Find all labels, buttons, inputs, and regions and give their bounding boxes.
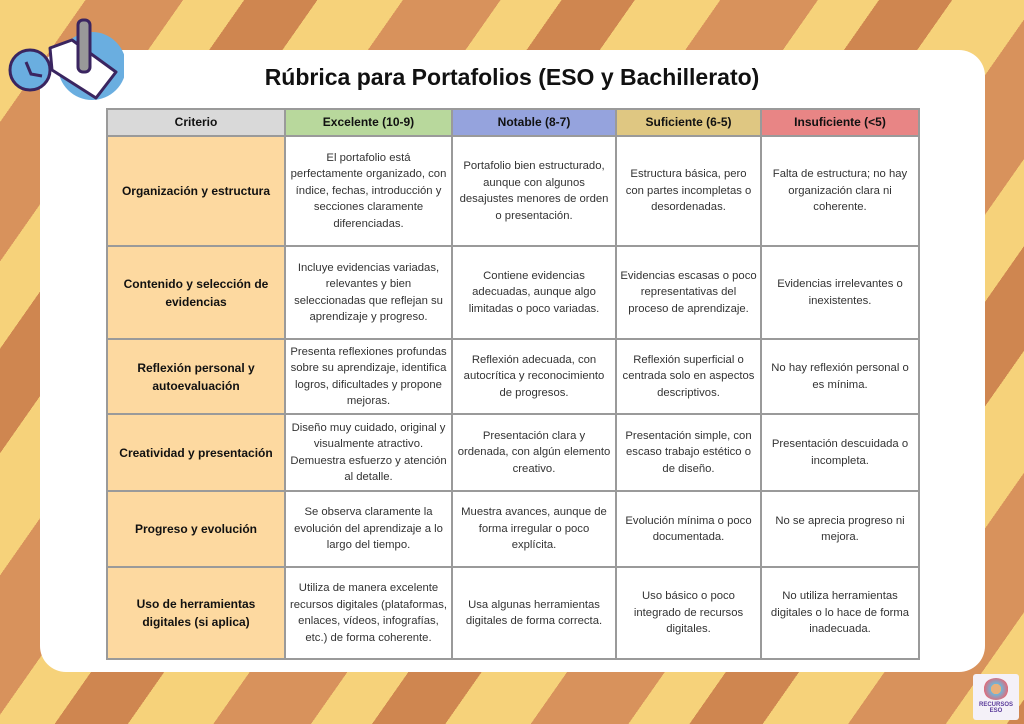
descriptor-cell: Portafolio bien estructurado, aunque con…	[451, 135, 617, 247]
criterion-cell: Reflexión personal y autoevaluación	[106, 338, 286, 415]
page-title: Rúbrica para Portafolios (ESO y Bachille…	[264, 64, 760, 90]
descriptor-cell: Evidencias escasas o poco representativa…	[615, 245, 762, 340]
descriptor-cell: Reflexión adecuada, con autocrítica y re…	[451, 338, 617, 415]
header-excelente: Excelente (10-9)	[284, 108, 453, 137]
descriptor-cell: Usa algunas herramientas digitales de fo…	[451, 566, 617, 660]
table-row: Progreso y evolución Se observa clarament…	[106, 490, 920, 568]
criterion-cell: Contenido y selección de evidencias	[106, 245, 286, 340]
descriptor-cell: Evidencias irrelevantes o inexistentes.	[760, 245, 920, 340]
descriptor-cell: Se observa claramente la evolución del a…	[284, 490, 453, 568]
descriptor-cell: Utiliza de manera excelente recursos dig…	[284, 566, 453, 660]
descriptor-cell: Falta de estructura; no hay organización…	[760, 135, 920, 247]
descriptor-cell: Muestra avances, aunque de forma irregul…	[451, 490, 617, 568]
header-insuficiente: Insuficiente (<5)	[760, 108, 920, 137]
criterion-cell: Creatividad y presentación	[106, 413, 286, 492]
table-row: Contenido y selección de evidencias Inclu…	[106, 245, 920, 340]
descriptor-cell: Presenta reflexiones profundas sobre su …	[284, 338, 453, 415]
clock-document-pen-icon	[8, 18, 124, 100]
descriptor-cell: Estructura básica, pero con partes incom…	[615, 135, 762, 247]
table-row: Organización y estructura El portafolio e…	[106, 135, 920, 247]
descriptor-cell: Contiene evidencias adecuadas, aunque al…	[451, 245, 617, 340]
descriptor-cell: Presentación descuidada o incompleta.	[760, 413, 920, 492]
header-suficiente: Suficiente (6-5)	[615, 108, 762, 137]
descriptor-cell: No utiliza herramientas digitales o lo h…	[760, 566, 920, 660]
header-notable: Notable (8-7)	[451, 108, 617, 137]
descriptor-cell: Evolución mínima o poco documentada.	[615, 490, 762, 568]
header-row: Criterio Excelente (10-9) Notable (8-7) …	[106, 108, 920, 137]
descriptor-cell: El portafolio está perfectamente organiz…	[284, 135, 453, 247]
descriptor-cell: No se aprecia progreso ni mejora.	[760, 490, 920, 568]
descriptor-cell: Diseño muy cuidado, original y visualmen…	[284, 413, 453, 492]
header-criterio: Criterio	[106, 108, 286, 137]
table-row: Creatividad y presentación Diseño muy cui…	[106, 413, 920, 492]
recursos-eso-logo: RECURSOS ESO	[973, 674, 1019, 720]
criterion-cell: Uso de herramientas digitales (si aplica…	[106, 566, 286, 660]
descriptor-cell: Incluye evidencias variadas, relevantes …	[284, 245, 453, 340]
criterion-cell: Organización y estructura	[106, 135, 286, 247]
descriptor-cell: Uso básico o poco integrado de recursos …	[615, 566, 762, 660]
criterion-cell: Progreso y evolución	[106, 490, 286, 568]
rubric-table: Criterio Excelente (10-9) Notable (8-7) …	[106, 108, 920, 660]
table-row: Reflexión personal y autoevaluación Prese…	[106, 338, 920, 415]
descriptor-cell: Reflexión superficial o centrada solo en…	[615, 338, 762, 415]
table-row: Uso de herramientas digitales (si aplica…	[106, 566, 920, 660]
descriptor-cell: Presentación simple, con escaso trabajo …	[615, 413, 762, 492]
descriptor-cell: Presentación clara y ordenada, con algún…	[451, 413, 617, 492]
descriptor-cell: No hay reflexión personal o es mínima.	[760, 338, 920, 415]
